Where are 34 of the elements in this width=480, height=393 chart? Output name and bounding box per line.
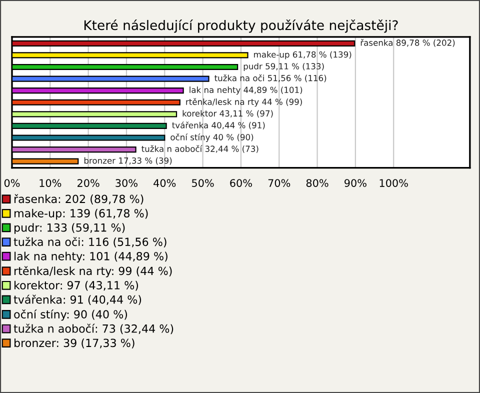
legend-label: korektor: 97 (43,11 %) — [14, 280, 138, 291]
data-label: tužka na oči 51,56 % (116) — [214, 74, 326, 82]
legend-label: tužka n aobočí: 73 (32,44 %) — [14, 324, 174, 334]
x-tick-label: 90% — [344, 179, 366, 187]
data-label: bronzer 17,33 % (39) — [84, 157, 172, 165]
x-tick-label: 80% — [306, 179, 328, 187]
x-tick-label: 20% — [78, 179, 100, 187]
legend-label: rtěnka/lesk na rty: 99 (44 %) — [14, 266, 172, 278]
x-tick-label: 0% — [4, 179, 20, 187]
legend-label: oční stíny: 90 (40 %) — [14, 309, 128, 321]
data-label: tvářenka 40,44 % (91) — [172, 122, 265, 130]
x-tick-label: 40% — [154, 179, 176, 187]
legend-label: řasenka: 202 (89,78 %) — [14, 194, 144, 204]
x-tick-label: 10% — [40, 179, 62, 187]
data-label: make-up 61,78 % (139) — [254, 51, 352, 60]
legend-label: make-up: 139 (61,78 %) — [14, 208, 148, 220]
data-label: řasenka 89,78 % (202) — [360, 39, 455, 47]
legend-label: lak na nehty: 101 (44,89 %) — [14, 252, 168, 263]
legend-label: tužka na oči: 116 (51,56 %) — [14, 237, 166, 248]
data-label: tužka n aobočí 32,44 % (73) — [142, 145, 258, 153]
data-label: lak na nehty 44,89 % (101) — [190, 86, 302, 95]
data-label: oční stíny 40 % (90) — [170, 134, 254, 142]
x-tick-label: 100% — [380, 179, 408, 187]
x-tick-label: 30% — [116, 179, 138, 187]
legend-label: tvářenka: 91 (40,44 %) — [14, 294, 142, 306]
x-tick-label: 60% — [230, 179, 252, 187]
x-tick-label: 70% — [268, 179, 290, 187]
legend-label: bronzer: 39 (17,33 %) — [14, 338, 134, 348]
legend-label: pudr: 133 (59,11 %) — [14, 223, 125, 234]
data-label: rtěnka/lesk na rty 44 % (99) — [186, 98, 302, 107]
data-label: pudr 59,11 % (133) — [244, 62, 324, 72]
x-tick-label: 50% — [192, 179, 214, 187]
data-label: korektor 43,11 % (97) — [182, 110, 273, 118]
chart-title: Které následující produkty používáte nejčastěji? — [84, 19, 398, 33]
